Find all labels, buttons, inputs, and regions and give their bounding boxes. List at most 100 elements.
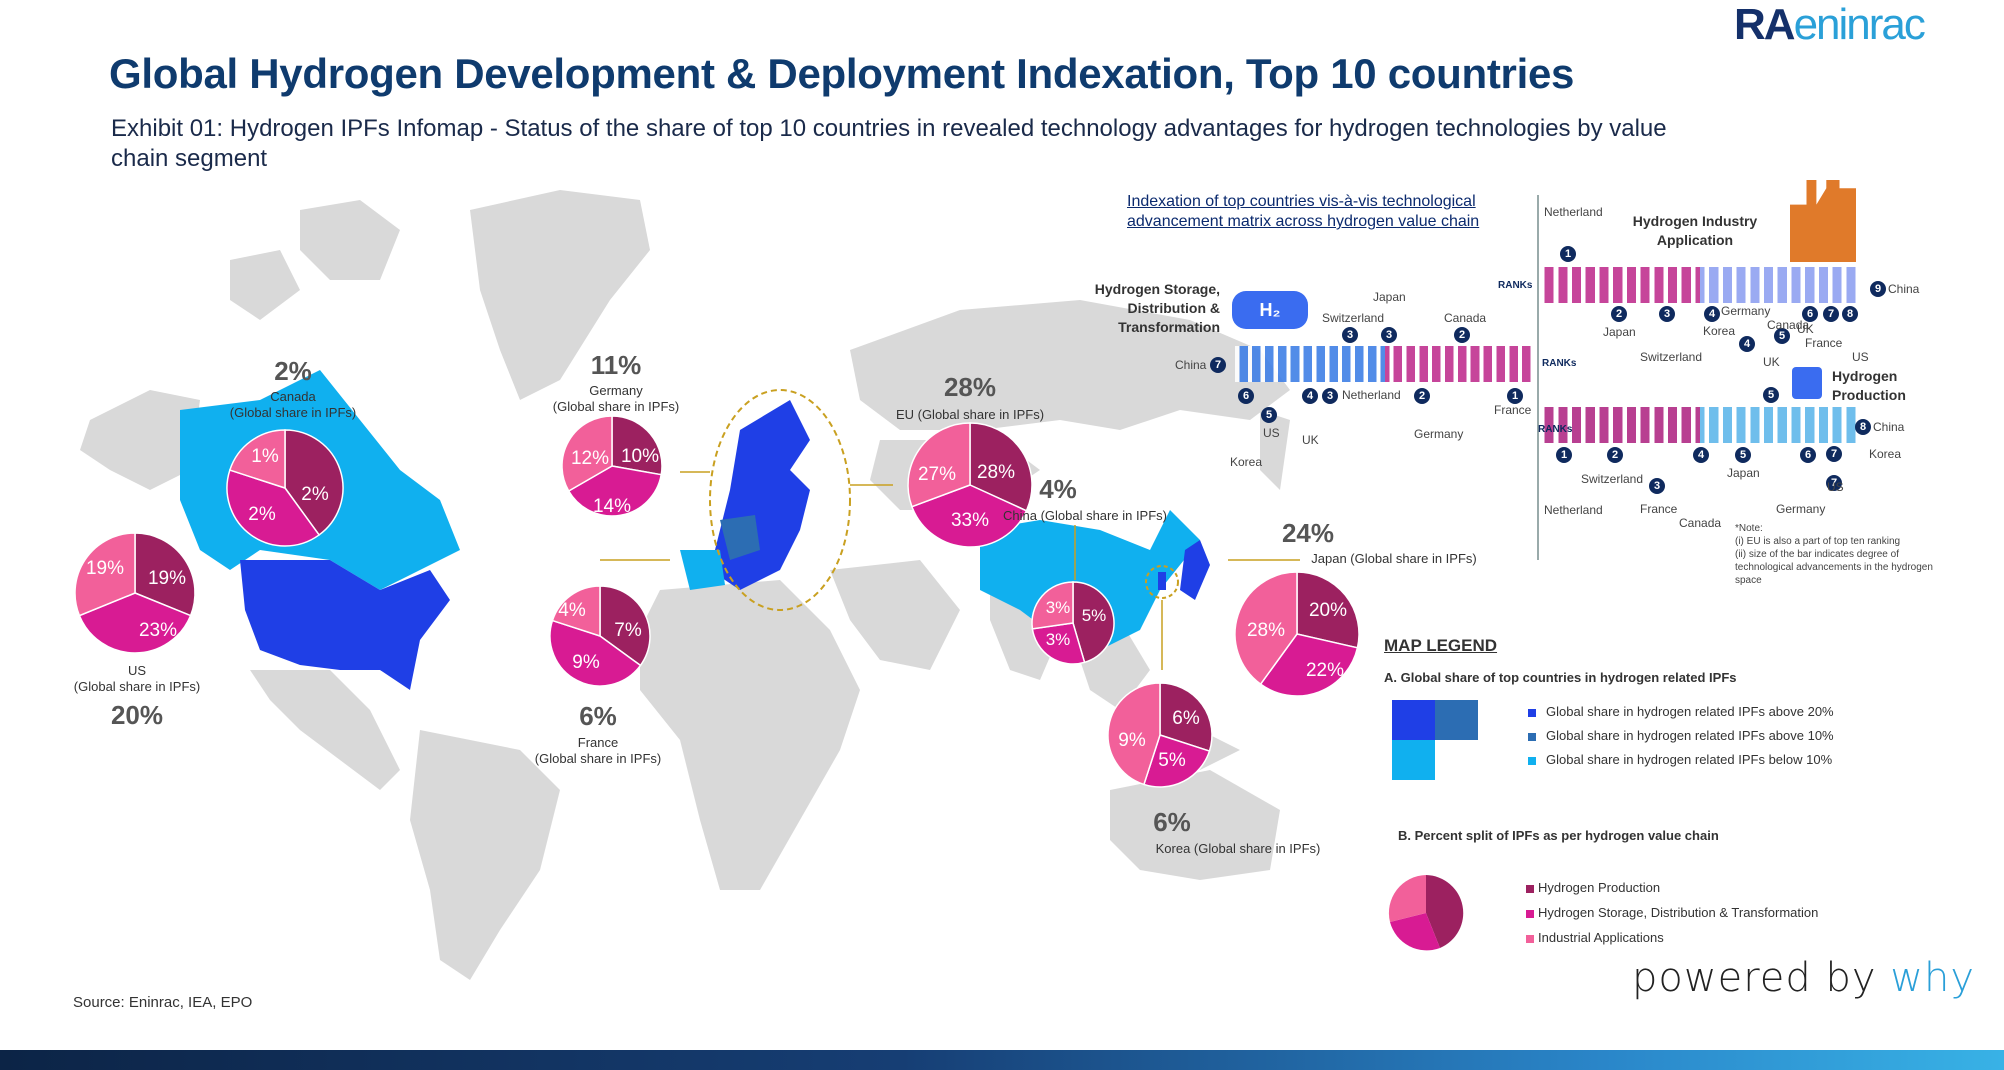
production-ranks-label: RANKs <box>1538 424 1573 435</box>
pie-canada-label: 2% <box>248 504 276 525</box>
industry-japan-rank-badge: 2 <box>1611 306 1627 322</box>
legend-swatch <box>1528 732 1536 741</box>
pie-france-label: 9% <box>572 652 600 673</box>
pie-eu-label: 33% <box>950 510 990 531</box>
pie-eu-label: 27% <box>917 464 957 485</box>
industry-us-rank-badge: 8 <box>1842 306 1858 322</box>
korea-region <box>1158 572 1166 590</box>
map-leader-lines <box>600 471 1300 670</box>
production-below-canada-country-label: Canada <box>1679 516 1722 530</box>
storage-above-japan-rank-badge: 3 <box>1381 327 1397 343</box>
pie-us <box>74 532 196 654</box>
pie-us-storage-slice <box>78 592 192 654</box>
pie-japan-production-slice <box>1296 571 1360 649</box>
france-caption: (Global share in IPFs) <box>534 751 662 766</box>
storage-above-switzerland-rank-badge: 3 <box>1342 327 1358 343</box>
pie-china-label: 5% <box>1081 606 1107 625</box>
storage-china-country-label: China <box>1175 358 1207 372</box>
industry-france-rank-badge: 7 <box>1823 306 1839 322</box>
germany-region <box>720 515 760 560</box>
production-segment-title: Hydrogen Production <box>1832 368 1906 403</box>
legend-swatch <box>1526 884 1534 893</box>
eu-region <box>710 400 810 590</box>
pie-germany-label: 12% <box>570 448 610 469</box>
storage-ranks-label: RANKs <box>1542 358 1577 369</box>
pie-canada <box>226 429 344 547</box>
pie-france-industrial-slice <box>551 585 601 638</box>
production-below-canada-rank-badge: 4 <box>1693 447 1709 463</box>
production-below-netherland-rank-badge: 1 <box>1556 447 1572 463</box>
pie-canada-production-slice <box>284 429 344 536</box>
korea-highlight-circle <box>1145 565 1179 599</box>
pie-korea-label: 9% <box>1118 730 1146 751</box>
storage-above-switzerland-country-label: Switzerland <box>1322 311 1385 325</box>
canada-name: Canada <box>270 389 316 404</box>
eu-highlight-ellipse <box>709 389 851 611</box>
legend-swatch <box>1528 708 1536 717</box>
industry-ranks-label: RANKs <box>1498 280 1533 291</box>
industry-switzerland-country-label: Switzerland <box>1640 350 1703 364</box>
pie-canada-storage-slice <box>226 469 321 547</box>
legend-section-b: B. Percent split of IPFs as per hydrogen… <box>1398 828 1719 843</box>
industry-canada-rank-badge: 5 <box>1774 328 1790 344</box>
storage-below-germany-rank-badge: 2 <box>1414 388 1430 404</box>
pie-canada-label: 1% <box>251 446 279 467</box>
eu-name: EU (Global share in IPFs) <box>895 407 1045 422</box>
industry-japan-country-label: Japan <box>1603 325 1636 339</box>
pie-korea-label: 6% <box>1172 708 1200 729</box>
matrix-title: Indexation of top countries vis-à-vis te… <box>1127 193 1480 230</box>
legend-swatch <box>1526 909 1534 918</box>
us-total-share: 20% <box>110 700 164 730</box>
pie-china <box>1031 581 1115 665</box>
legend-section-a: A. Global share of top countries in hydr… <box>1384 670 1737 685</box>
canada-caption: (Global share in IPFs) <box>229 405 357 420</box>
production-below-switzerland-rank-badge: 2 <box>1607 447 1623 463</box>
legend-b-item: Hydrogen Production <box>1526 880 1660 895</box>
storage-below-germany-country-label: Germany <box>1414 427 1464 441</box>
us-caption: (Global share in IPFs) <box>73 679 201 694</box>
eninrac-logo: RAeninrac <box>1734 0 1944 52</box>
pie-us-label: 19% <box>85 558 125 579</box>
pie-france-label: 7% <box>614 620 642 641</box>
pie-korea-production-slice <box>1159 682 1213 753</box>
japan-name: Japan (Global share in IPFs) <box>1311 551 1477 566</box>
industry-uk-rank-badge: 6 <box>1802 306 1818 322</box>
production-uk-country-label: UK <box>1763 355 1780 369</box>
industry-china-country-label: China <box>1888 282 1920 296</box>
pie-us-label: 23% <box>138 620 178 641</box>
pie-canada-label: 2% <box>301 484 329 505</box>
pie-eu-production-slice <box>969 422 1033 512</box>
production-below-france-rank-badge: 3 <box>1649 478 1665 494</box>
storage-bar <box>1235 346 1535 382</box>
storage-below-netherland-country-label: Netherland <box>1342 388 1401 402</box>
korea-total-share: 6% <box>1153 807 1191 837</box>
production-plant-icon <box>1792 367 1822 399</box>
storage-above-japan-country-label: Japan <box>1373 290 1406 304</box>
us-name: US <box>127 663 147 678</box>
production-below-germany-country-label: Germany <box>1776 502 1826 516</box>
pie-china-industrial-slice <box>1031 581 1074 630</box>
storage-below-uk-country-label: UK <box>1302 433 1319 447</box>
pie-eu <box>907 422 1033 548</box>
pie-canada-industrial-slice <box>228 429 286 490</box>
matrix-divider <box>1537 195 1539 560</box>
pie-us-industrial-slice <box>74 532 136 617</box>
production-uk-rank-badge: 5 <box>1763 387 1779 403</box>
pie-us-production-slice <box>134 532 196 617</box>
pie-china-label: 3% <box>1045 598 1071 617</box>
france-region <box>680 550 725 590</box>
logo-primary: RA <box>1734 0 1796 49</box>
storage-below-uk-rank-badge: 4 <box>1302 388 1318 404</box>
pie-china-production-slice <box>1072 581 1115 664</box>
pie-germany-label: 10% <box>620 446 660 467</box>
industry-switzerland-rank-badge: 3 <box>1659 306 1675 322</box>
pie-germany-label: 14% <box>592 496 632 517</box>
source-note: Source: Eninrac, IEA, EPO <box>73 994 253 1011</box>
production-korea-rank-badge: 7 <box>1826 446 1842 462</box>
pie-france-label: 4% <box>558 600 586 621</box>
pie-france-storage-slice <box>549 619 642 687</box>
pie-eu-label: 28% <box>976 462 1016 483</box>
pie-france <box>549 585 651 687</box>
page-title: Global Hydrogen Development & Deployment… <box>109 50 1575 97</box>
storage-segment-title: Hydrogen Storage, Distribution & Transfo… <box>1094 281 1220 335</box>
